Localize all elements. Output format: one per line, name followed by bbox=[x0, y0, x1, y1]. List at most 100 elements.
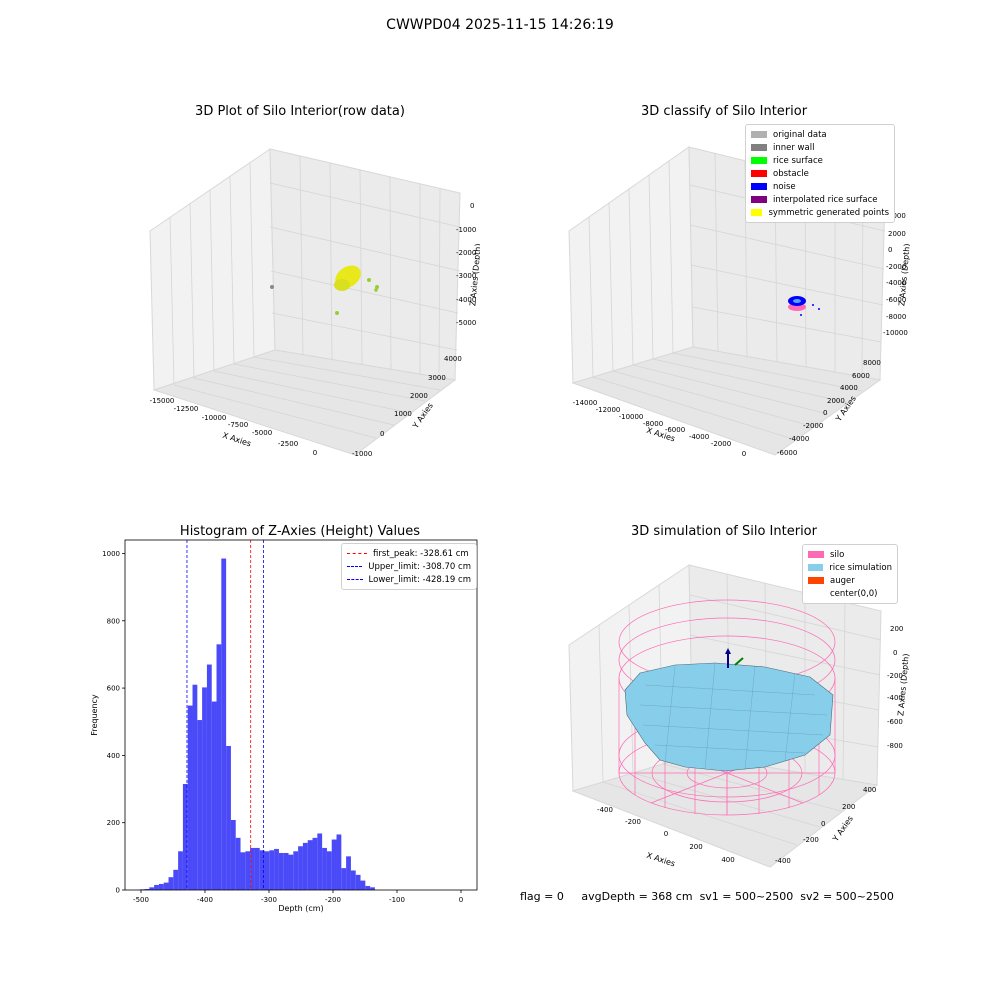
histogram-bar bbox=[245, 851, 251, 890]
panel1-x-ticks: -15000 -12500 -10000 -7500 -5000 -2500 0 bbox=[150, 397, 318, 457]
histogram-bar bbox=[250, 847, 255, 890]
histogram-bar bbox=[278, 852, 284, 890]
histogram-bar bbox=[226, 745, 231, 890]
svg-text:200: 200 bbox=[890, 625, 903, 633]
histogram-bar bbox=[168, 877, 174, 890]
legend-item-interpolated-rice-surface: interpolated rice surface bbox=[751, 193, 889, 206]
svg-text:400: 400 bbox=[863, 786, 876, 794]
rice-simulation-surface bbox=[624, 662, 834, 772]
histogram-chart: -500 -400 -300 -200 -100 0 02004006008001000 … bbox=[90, 539, 478, 913]
svg-text:-2000: -2000 bbox=[456, 249, 476, 257]
histogram-xlabel: Depth (cm) bbox=[278, 904, 323, 913]
histogram-bar bbox=[312, 837, 318, 890]
svg-text:-4000: -4000 bbox=[789, 435, 809, 443]
histogram-bar bbox=[221, 558, 227, 890]
histogram-bar bbox=[240, 852, 246, 890]
histogram-bar bbox=[173, 869, 179, 890]
legend-item-first-peak: first_peak: -328.61 cm bbox=[347, 547, 471, 560]
histogram-threshold-lines bbox=[186, 540, 264, 890]
avg-depth-value: avgDepth = 368 cm bbox=[581, 890, 693, 903]
x-tick-label: -500 bbox=[133, 896, 149, 904]
svg-text:-8000: -8000 bbox=[643, 420, 663, 428]
svg-text:0: 0 bbox=[893, 649, 897, 657]
auger-marker bbox=[725, 648, 744, 668]
svg-text:-4000: -4000 bbox=[689, 433, 709, 441]
svg-text:2000: 2000 bbox=[888, 230, 906, 238]
panel3-legend: first_peak: -328.61 cm Upper_limit: -308… bbox=[341, 543, 477, 590]
y-tick-label: 0 bbox=[116, 887, 120, 895]
panel4-zlabel: Z Axies (Depth) bbox=[896, 653, 910, 716]
y-tick-label: 200 bbox=[107, 819, 120, 827]
panel4-title: 3D simulation of Silo Interior bbox=[631, 524, 817, 539]
svg-text:0: 0 bbox=[470, 202, 474, 210]
legend-item-noise: noise bbox=[751, 180, 889, 193]
svg-text:-2000: -2000 bbox=[886, 263, 906, 271]
histogram-bar bbox=[192, 684, 198, 890]
histogram-bar bbox=[149, 887, 155, 890]
svg-text:400: 400 bbox=[721, 856, 734, 864]
panel1-xlabel: X Axies bbox=[221, 431, 252, 449]
x-tick-label: -400 bbox=[197, 896, 213, 904]
histogram-bar bbox=[341, 868, 347, 890]
svg-text:-200: -200 bbox=[625, 818, 641, 826]
histogram-bar bbox=[230, 820, 236, 890]
x-tick-label: -100 bbox=[389, 896, 405, 904]
svg-text:1000: 1000 bbox=[394, 410, 412, 418]
panel1-y-ticks: -1000 0 1000 2000 3000 4000 bbox=[352, 355, 462, 458]
histogram-bar bbox=[202, 687, 207, 890]
svg-text:-10000: -10000 bbox=[202, 414, 227, 422]
svg-text:-15000: -15000 bbox=[150, 397, 175, 405]
svg-text:0: 0 bbox=[380, 430, 384, 438]
svg-text:0: 0 bbox=[742, 450, 746, 458]
panel1-floor-pane bbox=[152, 349, 457, 456]
svg-text:4000: 4000 bbox=[444, 355, 462, 363]
sv2-value: sv2 = 500~2500 bbox=[800, 890, 894, 903]
histogram-bar bbox=[365, 885, 371, 890]
svg-text:-800: -800 bbox=[887, 742, 903, 750]
histogram-bar bbox=[274, 848, 279, 890]
histogram-y-ticks: 0 200 400 600 800 1000 bbox=[102, 550, 125, 895]
panel2-legend: original data inner wall rice surface ob… bbox=[745, 124, 895, 223]
svg-text:-10000: -10000 bbox=[883, 329, 908, 337]
svg-text:-6000: -6000 bbox=[777, 449, 797, 457]
histogram-bar bbox=[302, 842, 308, 890]
panel4-legend: silo rice simulation auger center(0,0) bbox=[802, 544, 898, 604]
histogram-bar bbox=[360, 880, 366, 890]
y-tick-label: 600 bbox=[107, 685, 120, 693]
histogram-bar bbox=[346, 856, 351, 890]
histogram-bar bbox=[254, 847, 260, 890]
histogram-bar bbox=[197, 720, 203, 890]
legend-item-rice-surface: rice surface bbox=[751, 154, 889, 167]
histogram-ylabel: Frequency bbox=[90, 694, 99, 736]
sv1-value: sv1 = 500~2500 bbox=[699, 890, 794, 903]
svg-text:6000: 6000 bbox=[852, 372, 870, 380]
panel1-back-left-pane bbox=[149, 148, 276, 391]
histogram-bar bbox=[154, 884, 159, 890]
figure-title: CWWPD04 2025-11-15 14:26:19 bbox=[386, 17, 614, 33]
histogram-bar bbox=[144, 888, 150, 890]
histogram-bar bbox=[331, 839, 337, 890]
panel1-grid bbox=[169, 155, 461, 439]
x-tick-label: -300 bbox=[261, 896, 277, 904]
histogram-bar bbox=[322, 847, 327, 890]
svg-text:3000: 3000 bbox=[428, 374, 446, 382]
legend-item-symmetric-generated-points: symmetric generated points bbox=[751, 206, 889, 219]
panel4-floor-pane bbox=[571, 754, 879, 868]
flag-value: flag = 0 bbox=[520, 890, 564, 903]
panel4-xlabel: X Axies bbox=[645, 851, 676, 869]
histogram-bar bbox=[307, 840, 313, 890]
panel1-zlabel: Z Axies (Depth) bbox=[468, 243, 480, 306]
legend-item-inner-wall: inner wall bbox=[751, 141, 889, 154]
svg-text:0: 0 bbox=[888, 246, 892, 254]
svg-text:-6000: -6000 bbox=[886, 296, 906, 304]
histogram-bar bbox=[206, 664, 212, 890]
y-tick-label: 800 bbox=[107, 617, 120, 625]
svg-text:-400: -400 bbox=[887, 694, 903, 702]
panel4-z-ticks: 200 0 -200 -400 -600 -800 bbox=[887, 625, 903, 750]
svg-text:2000: 2000 bbox=[410, 392, 428, 400]
panel3-title: Histogram of Z-Axies (Height) Values bbox=[179, 524, 421, 539]
panel1-3d-axes: 0 -1000 -2000 -3000 -4000 -5000 Z Axies … bbox=[149, 148, 480, 458]
y-tick-label: 400 bbox=[107, 752, 120, 760]
svg-text:0: 0 bbox=[664, 830, 668, 838]
histogram-frame bbox=[124, 539, 478, 891]
